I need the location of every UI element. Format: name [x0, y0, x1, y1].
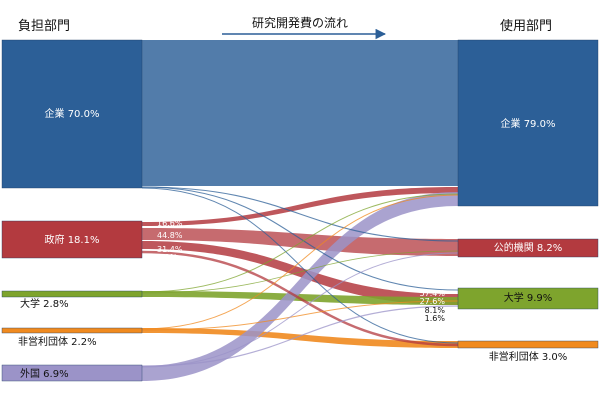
gov-split-label: 31.4%: [157, 245, 183, 254]
flow-thin-foreign-to-univ: [141, 305, 459, 367]
flow-thin-univ-to-public: [141, 250, 459, 294]
flow-header: 研究開発費の流れ: [252, 15, 348, 30]
flow-thin-company-to-univ: [141, 186, 459, 291]
source-node-foreign: [1, 364, 143, 382]
flow-gov-to-univ: [142, 241, 458, 305]
flow-thin-nonprofit-to-company: [141, 194, 459, 330]
source-header: 負担部門: [18, 19, 70, 34]
univ-income-label: 27.6%: [420, 297, 446, 306]
flow-company-to-company: [142, 40, 458, 186]
source-label-foreign: 外国 6.9%: [20, 368, 69, 380]
flow-thin-nonprofit-to-univ: [141, 300, 459, 331]
source-node-company: [1, 39, 143, 189]
gov-split-label: 44.8%: [157, 231, 183, 240]
source-node-nonprofit: [1, 327, 143, 334]
source-label-nonprofit: 非営利団体 2.2%: [18, 335, 97, 348]
source-node-gov: [1, 220, 143, 259]
source-label-gov: 政府 18.1%: [45, 233, 100, 246]
source-label-univ: 大学 2.8%: [20, 297, 69, 310]
gov-split-label: 7.3%: [157, 253, 178, 262]
flow-gov-to-public: [142, 228, 458, 256]
flow-foreign-to-company: [142, 192, 458, 381]
target-node-nonprofit: [457, 340, 599, 349]
univ-income-label: 1.6%: [425, 314, 446, 323]
target-header: 使用部門: [500, 18, 552, 34]
nodes: [1, 39, 599, 382]
flow-links: [141, 40, 459, 381]
univ-income-label: 57.4%: [420, 289, 446, 298]
target-label-univ: 大学 9.9%: [504, 291, 553, 304]
univ-income-label: 8.1%: [425, 306, 446, 315]
flow-nonprofit-to-nonprofit: [142, 328, 458, 348]
target-node-public: [457, 238, 599, 258]
flow-thin-univ-to-company: [141, 193, 459, 293]
target-label-nonprofit: 非営利団体 3.0%: [489, 350, 568, 363]
target-node-univ: [457, 287, 599, 310]
flow-thin-foreign-to-public: [141, 252, 459, 368]
target-node-company: [457, 39, 599, 207]
flow-thin-company-to-public: [141, 186, 459, 242]
target-label-public: 公的機関 8.2%: [494, 241, 563, 254]
target-label-company: 企業 79.0%: [501, 117, 556, 130]
flow-gov-to-company: [142, 187, 458, 226]
flow-thin-gov-to-nonprofit: [141, 250, 459, 347]
flow-thin-company-to-nonprofit: [141, 187, 459, 344]
gov-split-label: 16.6%: [157, 219, 183, 228]
source-label-company: 企業 70.0%: [45, 107, 100, 120]
source-node-univ: [1, 290, 143, 298]
node-labels: 企業 70.0% 政府 18.1% 大学 2.8% 非営利団体 2.2% 外国 6.9%…: [18, 107, 567, 380]
